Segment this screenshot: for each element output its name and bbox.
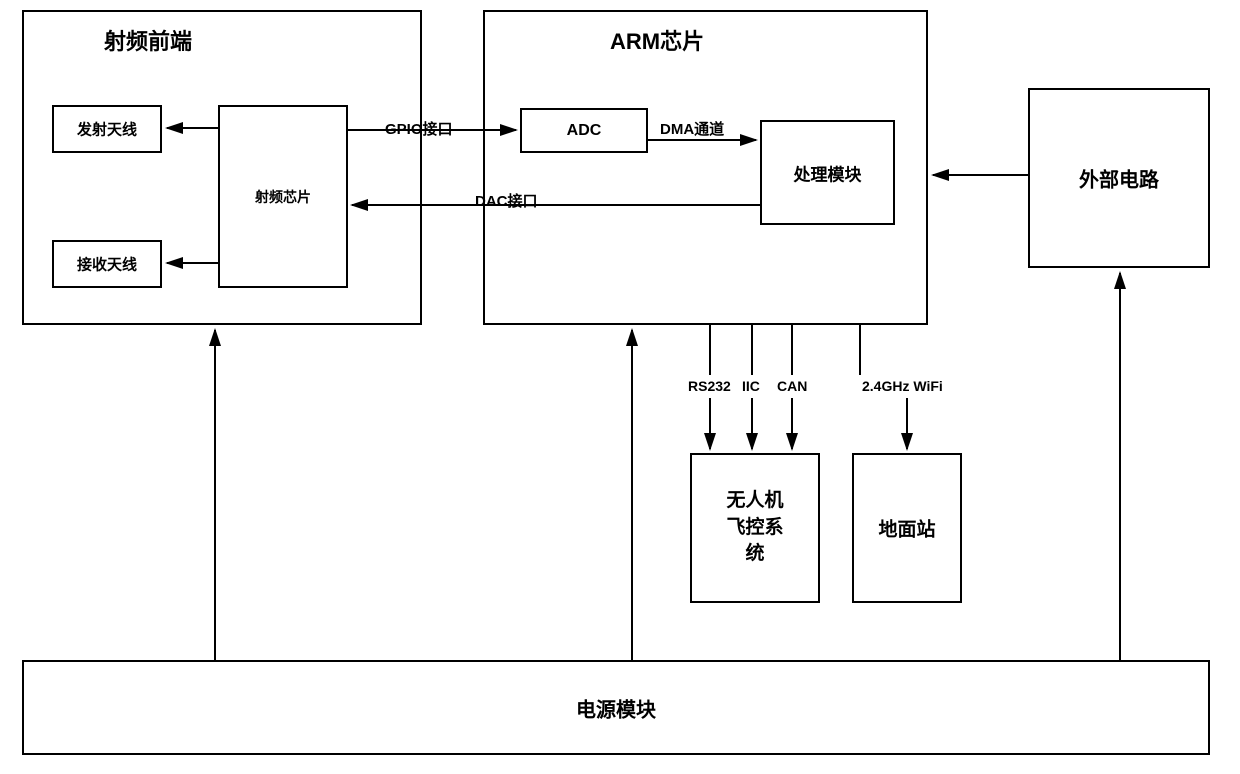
ground-station-block: 地面站	[852, 453, 962, 603]
power-block: 电源模块	[22, 660, 1210, 755]
rf-frontend-title: 射频前端	[104, 24, 192, 56]
flight-control-label: 无人机 飞控系统	[724, 488, 787, 568]
processor-label: 处理模块	[794, 160, 862, 185]
arm-chip-title: ARM芯片	[610, 24, 704, 56]
rx-antenna-label: 接收天线	[77, 254, 137, 275]
iic-label: IIC	[742, 378, 760, 394]
block-diagram: 射频前端 发射天线 接收天线 射频芯片 ARM芯片 ADC 处理模块 外部电路 …	[0, 0, 1240, 774]
dma-label: DMA通道	[660, 118, 724, 139]
ext-circuit-label: 外部电路	[1079, 164, 1159, 193]
rs232-label: RS232	[688, 378, 731, 394]
processor-block: 处理模块	[760, 120, 895, 225]
rx-antenna-block: 接收天线	[52, 240, 162, 288]
ext-circuit-block: 外部电路	[1028, 88, 1210, 268]
adc-label: ADC	[567, 122, 602, 140]
flight-control-block: 无人机 飞控系统	[690, 453, 820, 603]
tx-antenna-label: 发射天线	[77, 119, 137, 140]
can-label: CAN	[777, 378, 807, 394]
wifi-label: 2.4GHz WiFi	[862, 378, 943, 394]
gpio-label: GPIO接口	[385, 118, 453, 139]
rf-chip-label: 射频芯片	[255, 187, 311, 207]
rf-chip-block: 射频芯片	[218, 105, 348, 288]
power-label: 电源模块	[576, 693, 656, 722]
tx-antenna-block: 发射天线	[52, 105, 162, 153]
dac-label: DAC接口	[475, 190, 538, 211]
ground-station-label: 地面站	[878, 515, 935, 542]
adc-block: ADC	[520, 108, 648, 153]
